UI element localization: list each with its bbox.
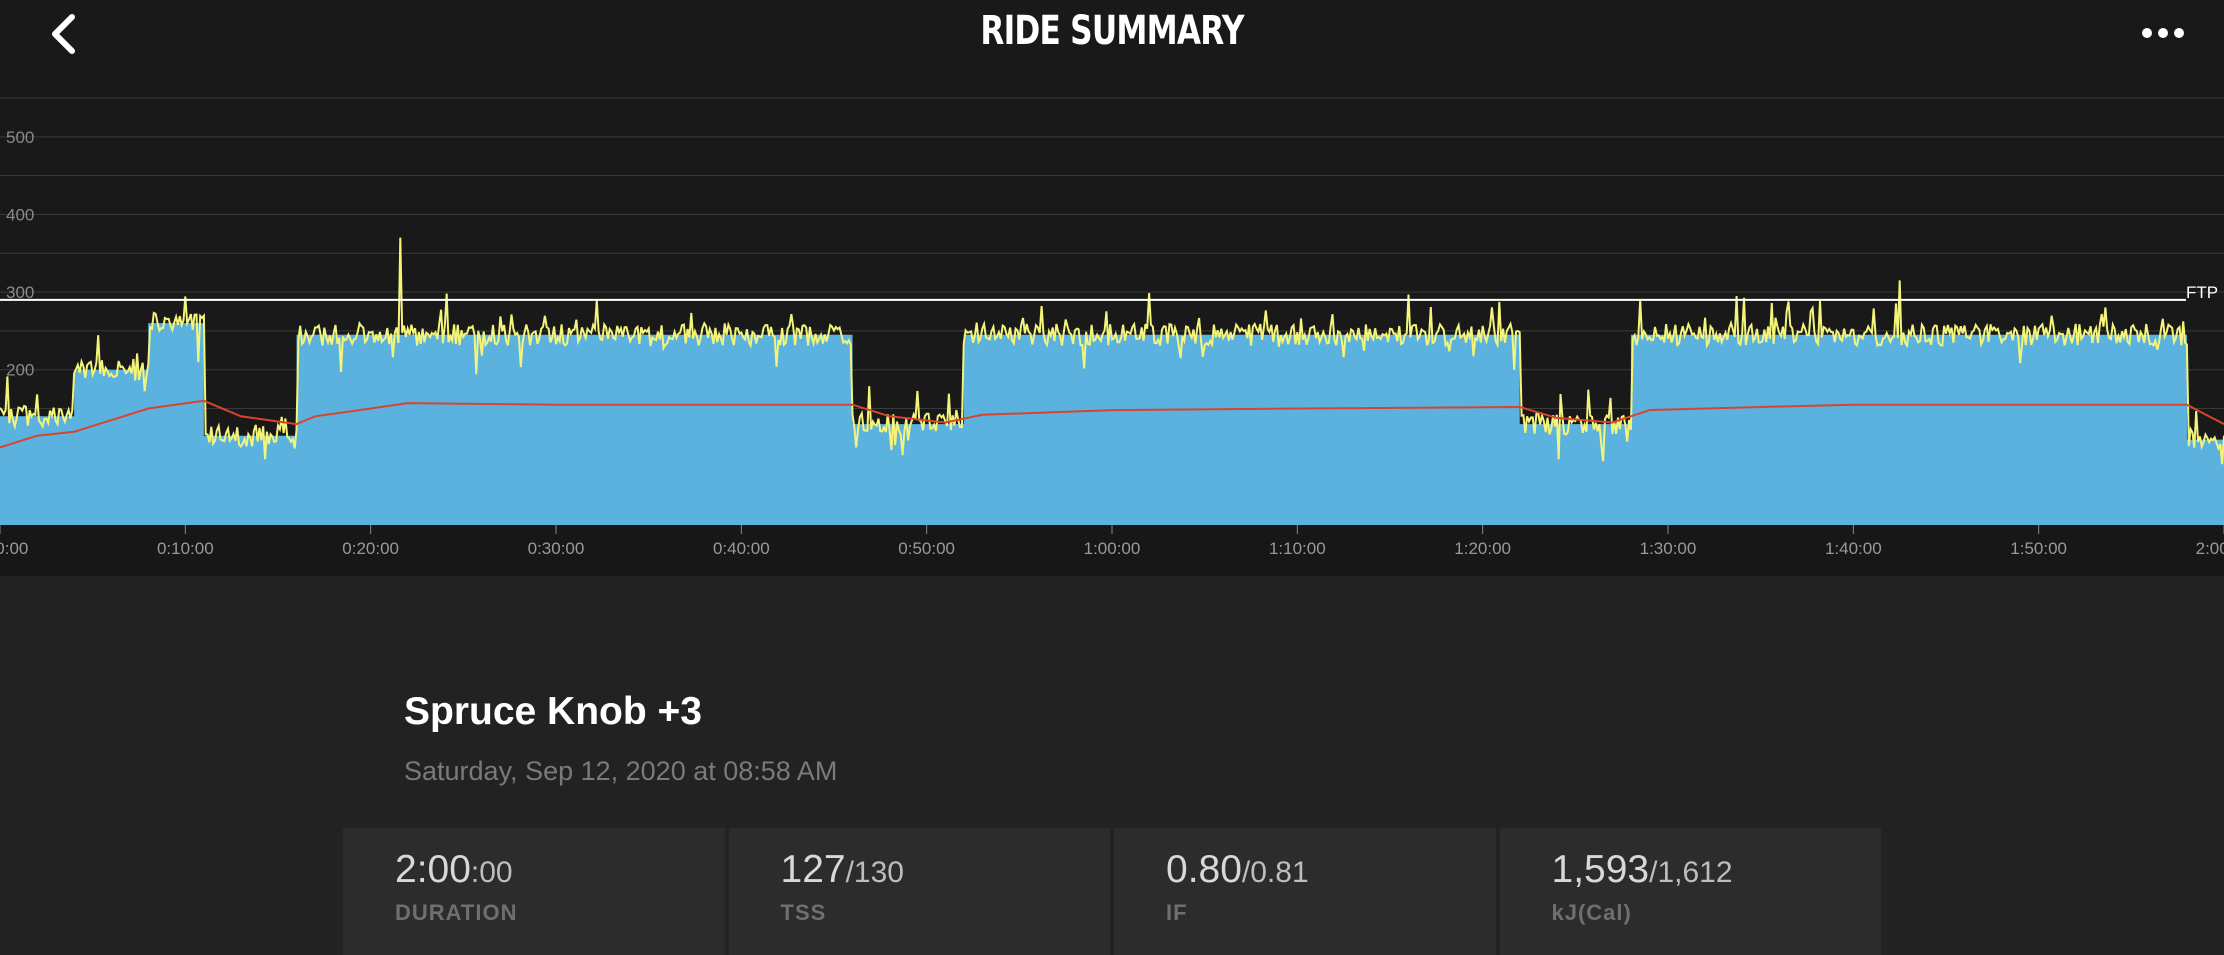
ride-name: Spruce Knob +3 xyxy=(404,690,702,733)
x-tick-label: 0:20:00 xyxy=(342,539,399,558)
stat-sub: /1,612 xyxy=(1649,856,1733,889)
x-tick-label: 1:20:00 xyxy=(1454,539,1511,558)
ftp-label: FTP xyxy=(2186,283,2218,302)
page-title: RIDE SUMMARY xyxy=(980,8,1244,54)
actual-power-line xyxy=(0,237,2224,465)
back-button[interactable] xyxy=(38,6,88,62)
stat-card-kj: 1,593/1,612 kJ(Cal) xyxy=(1499,828,1881,955)
stat-card-duration: 2:00:00 DURATION xyxy=(343,828,725,955)
x-tick-label: 1:30:00 xyxy=(1640,539,1697,558)
x-tick-label: 0:00:00 xyxy=(0,539,28,558)
stat-value: 127/130 xyxy=(781,848,904,892)
stat-card-tss: 127/130 TSS xyxy=(728,828,1110,955)
stat-value: 2:00:00 xyxy=(395,848,513,892)
x-tick-label: 0:10:00 xyxy=(157,539,214,558)
stat-label: kJ(Cal) xyxy=(1551,900,1632,925)
stat-value: 1,593/1,612 xyxy=(1552,848,1733,892)
x-tick-label: 1:00:00 xyxy=(1084,539,1141,558)
average-power-line xyxy=(0,399,2224,449)
stat-sub: :00 xyxy=(470,856,513,889)
x-tick-label: 1:10:00 xyxy=(1269,539,1326,558)
power-chart: 500 400 300 200 FTP 0:00:00 0:10:00 0:20:00 0:30… xyxy=(0,72,2224,576)
more-options-button[interactable] xyxy=(2132,8,2194,58)
stat-value: 0.80/0.81 xyxy=(1166,848,1309,892)
y-tick-label: 500 xyxy=(6,128,34,147)
stat-label: TSS xyxy=(780,900,827,925)
x-tick-label: 0:30:00 xyxy=(528,539,585,558)
x-tick-label: 0:40:00 xyxy=(713,539,770,558)
x-tick-label: 1:40:00 xyxy=(1825,539,1882,558)
stat-sub: /130 xyxy=(845,856,904,889)
y-tick-label: 400 xyxy=(6,205,34,224)
more-horizontal-icon xyxy=(2142,28,2184,38)
y-tick-label: 200 xyxy=(6,361,34,380)
stat-card-if: 0.80/0.81 IF xyxy=(1114,828,1496,955)
header-bar: RIDE SUMMARY xyxy=(0,0,2224,72)
ride-date: Saturday, Sep 12, 2020 at 08:58 AM xyxy=(404,756,838,786)
x-tick-label: 0:50:00 xyxy=(898,539,955,558)
stat-label: DURATION xyxy=(395,900,518,925)
power-chart-svg: 500 400 300 200 FTP 0:00:00 0:10:00 0:20:00 0:30… xyxy=(0,97,2224,576)
stats-bar: 2:00:00 DURATION 127/130 TSS 0.80/0.81 I… xyxy=(343,828,1881,955)
stat-main: 0.80 xyxy=(1166,848,1242,891)
target-power-area xyxy=(0,323,2224,525)
stat-sub: /0.81 xyxy=(1241,856,1309,889)
y-tick-label: 300 xyxy=(6,283,34,302)
stat-main: 2:00 xyxy=(395,848,471,891)
chevron-left-icon xyxy=(52,14,75,54)
x-tick-label: 2:00:00 xyxy=(2196,539,2224,558)
stat-main: 127 xyxy=(780,848,846,891)
stat-label: IF xyxy=(1166,900,1188,925)
x-tick-label: 1:50:00 xyxy=(2010,539,2067,558)
stat-main: 1,593 xyxy=(1551,848,1650,891)
